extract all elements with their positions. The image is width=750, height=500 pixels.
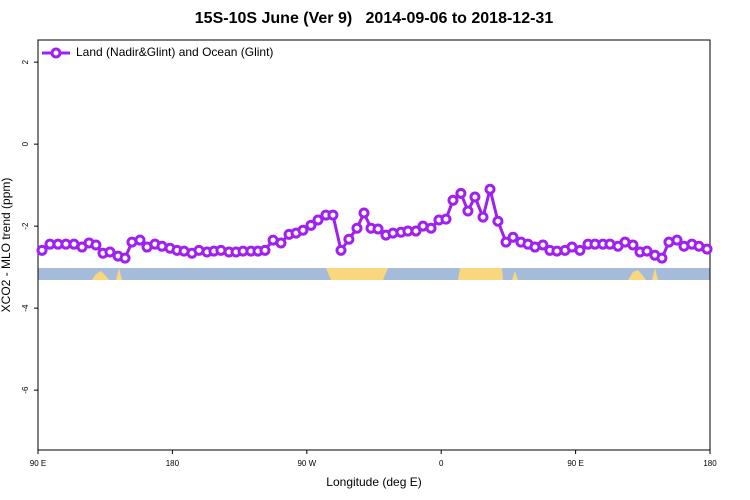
- data-point: [537, 239, 549, 251]
- x-tick-label: 90 E: [30, 459, 46, 468]
- data-point: [477, 211, 489, 223]
- data-point: [297, 224, 309, 236]
- legend-marker: [50, 47, 62, 59]
- data-point: [447, 194, 459, 206]
- data-point: [455, 187, 467, 199]
- y-tick-label: -6: [21, 386, 30, 394]
- y-tick-label: -4: [21, 304, 30, 312]
- data-point: [372, 223, 384, 235]
- data-point: [469, 191, 481, 203]
- y-tick-label: 2: [21, 59, 30, 64]
- data-point: [574, 244, 586, 256]
- data-point: [484, 183, 496, 195]
- data-point: [492, 215, 504, 227]
- legend-label: Land (Nadir&Glint) and Ocean (Glint): [76, 45, 273, 59]
- data-point: [134, 234, 146, 246]
- x-tick-label: 90 W: [297, 459, 316, 468]
- land-band: [458, 268, 503, 280]
- data-point: [275, 237, 287, 249]
- y-axis-label: XCO2 - MLO trend (ppm): [0, 178, 13, 313]
- land-band: [628, 270, 646, 280]
- y-tick-label: -2: [21, 222, 30, 230]
- data-point: [671, 234, 683, 246]
- data-point: [343, 233, 355, 245]
- land-band: [652, 268, 658, 280]
- data-point: [641, 245, 653, 257]
- data-point: [90, 239, 102, 251]
- land-band: [512, 271, 518, 280]
- data-point: [425, 222, 437, 234]
- data-point: [119, 252, 131, 264]
- data-point: [305, 219, 317, 231]
- data-point: [36, 244, 48, 256]
- land-band: [92, 271, 109, 280]
- x-tick-label: 180: [703, 459, 717, 468]
- data-point: [627, 239, 639, 251]
- data-point: [656, 252, 668, 264]
- chart-title: 15S-10S June (Ver 9) 2014-09-06 to 2018-…: [195, 10, 554, 27]
- land-band: [326, 268, 388, 280]
- data-point: [701, 243, 713, 255]
- x-tick-label: 180: [166, 459, 180, 468]
- data-point: [462, 205, 474, 217]
- x-tick-label: 0: [439, 459, 444, 468]
- x-axis-label: Longitude (deg E): [326, 475, 421, 489]
- surface-band: [38, 268, 710, 280]
- y-tick-label: 0: [21, 141, 30, 146]
- data-point: [440, 213, 452, 225]
- data-point: [259, 244, 271, 256]
- data-point: [410, 225, 422, 237]
- data-point: [335, 244, 347, 256]
- data-point: [104, 246, 116, 258]
- data-point: [358, 207, 370, 219]
- x-tick-label: 90 E: [567, 459, 583, 468]
- land-band: [116, 268, 122, 280]
- data-point: [500, 236, 512, 248]
- data-point: [327, 209, 339, 221]
- data-point: [351, 222, 363, 234]
- data-point: [507, 231, 519, 243]
- data-point: [312, 214, 324, 226]
